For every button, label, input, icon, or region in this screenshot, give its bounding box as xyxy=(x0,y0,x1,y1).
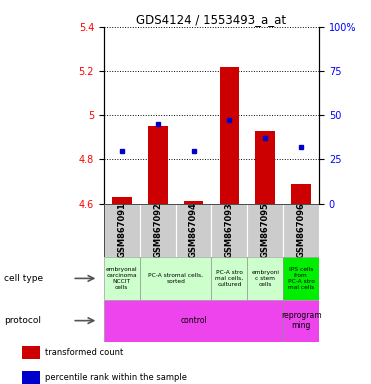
Bar xyxy=(104,204,140,257)
Text: control: control xyxy=(180,316,207,325)
Bar xyxy=(247,204,283,257)
Text: percentile rank within the sample: percentile rank within the sample xyxy=(45,373,187,382)
Title: GDS4124 / 1553493_a_at: GDS4124 / 1553493_a_at xyxy=(137,13,286,26)
Bar xyxy=(283,257,319,300)
Text: reprogram
ming: reprogram ming xyxy=(281,311,321,330)
Bar xyxy=(104,300,283,342)
Bar xyxy=(255,131,275,204)
Text: GSM867091: GSM867091 xyxy=(117,202,126,258)
Text: GSM867094: GSM867094 xyxy=(189,202,198,258)
Text: embryoni
c stem
cells: embryoni c stem cells xyxy=(251,270,279,287)
Bar xyxy=(247,257,283,300)
Text: transformed count: transformed count xyxy=(45,348,124,357)
Bar xyxy=(112,197,132,204)
Bar xyxy=(283,300,319,342)
Bar xyxy=(140,204,175,257)
Text: IPS cells
from
PC-A stro
mal cells: IPS cells from PC-A stro mal cells xyxy=(288,267,315,290)
Text: cell type: cell type xyxy=(4,274,43,283)
Text: embryonal
carcinoma
NCCIT
cells: embryonal carcinoma NCCIT cells xyxy=(106,267,138,290)
Text: GSM867095: GSM867095 xyxy=(261,202,270,258)
Bar xyxy=(148,126,168,204)
Text: GSM867093: GSM867093 xyxy=(225,202,234,258)
Bar xyxy=(220,67,239,204)
Bar xyxy=(184,201,203,204)
Bar xyxy=(22,346,40,359)
Bar xyxy=(104,257,140,300)
Bar xyxy=(140,257,211,300)
Text: GSM867092: GSM867092 xyxy=(153,202,162,258)
Text: PC-A stromal cells,
sorted: PC-A stromal cells, sorted xyxy=(148,273,203,284)
Bar xyxy=(211,257,247,300)
Bar xyxy=(291,184,311,204)
Bar xyxy=(22,371,40,384)
Text: GSM867096: GSM867096 xyxy=(297,202,306,258)
Bar xyxy=(175,204,211,257)
Bar xyxy=(283,204,319,257)
Bar xyxy=(211,204,247,257)
Text: PC-A stro
mal cells,
cultured: PC-A stro mal cells, cultured xyxy=(215,270,243,287)
Text: protocol: protocol xyxy=(4,316,41,325)
